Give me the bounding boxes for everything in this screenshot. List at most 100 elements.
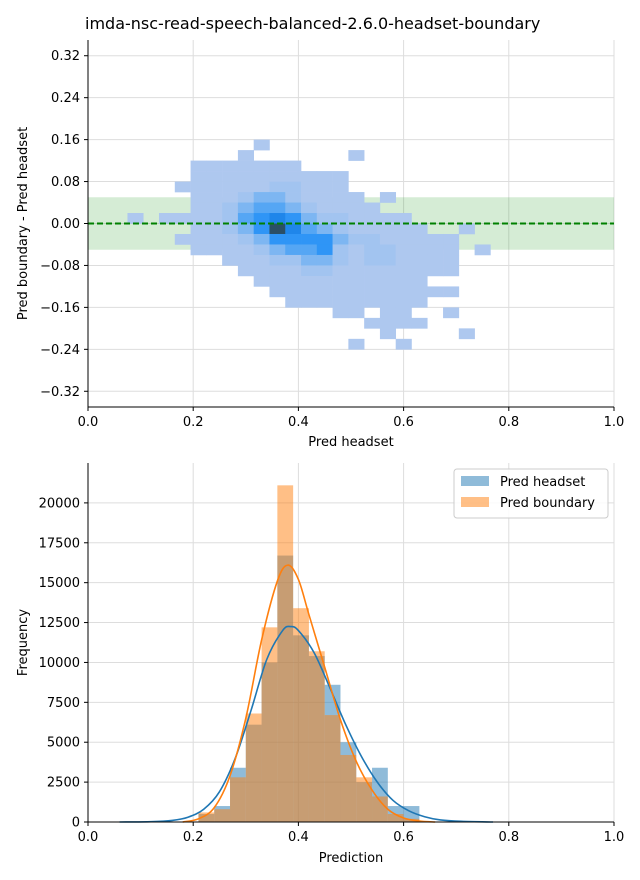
heatmap-cell (411, 223, 428, 235)
heatmap-cell (269, 192, 286, 203)
heatmap-cell (285, 213, 302, 224)
histogram-y-tick-label: 5000 (47, 736, 80, 751)
heatmap-cell (285, 296, 302, 308)
heatmap-cell (395, 307, 412, 319)
heatmap-cell (301, 265, 318, 277)
heatmap-x-axis-label: Pred headset (308, 435, 393, 450)
heatmap-cell (348, 275, 365, 287)
legend-box (453, 468, 609, 519)
heatmap-cell (395, 317, 412, 329)
heatmap-cell (301, 275, 318, 287)
heatmap-cell (269, 286, 286, 298)
heatmap-cell (253, 192, 270, 203)
histogram-x-tick-label: 0.4 (288, 830, 309, 845)
heatmap-cell (316, 296, 333, 308)
heatmap-cell (364, 317, 381, 329)
heatmap-cell (332, 244, 349, 256)
heatmap-cell (237, 213, 254, 224)
heatmap-cell (190, 171, 207, 182)
heatmap-cell (395, 286, 412, 298)
heatmap-cell (269, 213, 286, 224)
heatmap-cell (379, 213, 397, 224)
heatmap-cell (395, 244, 412, 256)
heatmap-cell (411, 254, 428, 266)
histogram-bar-pred-boundary (293, 608, 309, 822)
heatmap-cell (174, 181, 191, 193)
heatmap-cell (269, 254, 286, 266)
heatmap-cell (443, 254, 460, 266)
heatmap-cell (411, 244, 428, 256)
heatmap-cell (222, 181, 239, 193)
heatmap-y-tick-label: −0.32 (40, 385, 80, 400)
heatmap-cell (190, 160, 207, 172)
heatmap-cell (159, 213, 176, 224)
heatmap-cell (316, 275, 333, 287)
heatmap-cell (206, 181, 223, 193)
heatmap-cell (348, 192, 365, 203)
heatmap-cell (411, 286, 428, 298)
heatmap-cell (301, 244, 318, 256)
heatmap-cell (411, 296, 428, 308)
heatmap-cell (379, 192, 397, 203)
heatmap-x-tick-label: 0.0 (78, 415, 99, 430)
heatmap-cell (285, 244, 302, 256)
histogram-y-tick-label: 10000 (39, 656, 80, 671)
heatmap-cell (332, 223, 349, 235)
heatmap-cell (206, 202, 223, 214)
heatmap-cell (364, 265, 381, 277)
histogram-y-tick-label: 2500 (47, 776, 80, 791)
histogram-y-tick-label: 0 (72, 816, 80, 831)
heatmap-cell (332, 233, 349, 245)
heatmap-cell (237, 254, 254, 266)
heatmap-cell (348, 296, 365, 308)
heatmap-cell (253, 181, 270, 193)
heatmap-cell (301, 192, 318, 203)
heatmap-cell (379, 317, 397, 329)
heatmap-cell (379, 296, 397, 308)
heatmap-x-tick-label: 0.8 (498, 415, 519, 430)
heatmap-cell (301, 233, 318, 245)
figure-title: imda-nsc-read-speech-balanced-2.6.0-head… (85, 14, 541, 33)
heatmap-cell (379, 286, 397, 298)
heatmap-cell (222, 244, 239, 256)
heatmap-cell (190, 202, 207, 214)
heatmap-cell (348, 244, 365, 256)
histogram-bar-pred-boundary (277, 485, 294, 822)
heatmap-cell (332, 181, 349, 193)
heatmap-y-tick-label: −0.08 (40, 259, 80, 274)
kde-line-pred-headset (119, 625, 494, 823)
heatmap-cell (316, 213, 333, 224)
heatmap-cell (237, 160, 254, 172)
heatmap-cell (285, 192, 302, 203)
heatmap-cell (190, 213, 207, 224)
heatmap-cell (316, 192, 333, 203)
heatmap-cell (222, 171, 239, 182)
heatmap-cell (348, 338, 365, 350)
histogram-y-tick-label: 12500 (39, 616, 80, 631)
heatmap-cell (316, 244, 333, 256)
heatmap-x-tick-label: 1.0 (604, 415, 625, 430)
heatmap-cell (253, 160, 270, 172)
heatmap-cell (285, 160, 302, 172)
heatmap-cell (237, 233, 254, 245)
heatmap-cell (316, 181, 333, 193)
heatmap-cell (253, 171, 270, 182)
heatmap-x-tick-label: 0.6 (393, 415, 414, 430)
heatmap-cell (222, 223, 239, 235)
heatmap-cell (364, 275, 381, 287)
heatmap-cell (348, 213, 365, 224)
heatmap-cell (364, 286, 381, 298)
heatmap-cell (269, 233, 286, 245)
heatmap-cell (395, 213, 412, 224)
heatmap-cell (348, 233, 365, 245)
heatmap-cell (301, 296, 318, 308)
heatmap-cell (269, 171, 286, 182)
legend-label: Pred headset (500, 475, 585, 490)
heatmap-cell (458, 223, 475, 235)
histogram-bar-pred-boundary (214, 809, 231, 822)
histogram-y-tick-label: 20000 (39, 496, 80, 511)
heatmap-cell (206, 223, 223, 235)
heatmap-cell (443, 286, 460, 298)
histogram-x-tick-label: 0.8 (498, 830, 519, 845)
